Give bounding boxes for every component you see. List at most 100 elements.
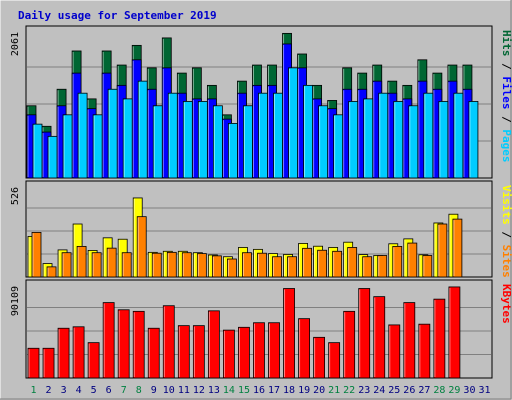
bar-pages-day-25 <box>393 101 404 179</box>
axis-labels-visits-sites: Visits / Sites <box>500 185 512 278</box>
day-tick-23: 23 <box>358 385 370 396</box>
bar-pages-day-15 <box>243 105 253 179</box>
bar-sites-day-9 <box>151 252 162 278</box>
bar-sites-day-27 <box>422 255 433 278</box>
bar-kbytes-day-5 <box>87 342 100 379</box>
day-tick-30: 30 <box>463 385 475 396</box>
bar-pages-day-21 <box>333 114 344 179</box>
bar-pages-day-14 <box>228 123 238 179</box>
bar-pages-day-19 <box>303 84 313 179</box>
day-tick-19: 19 <box>298 385 310 396</box>
bar-pages-day-6 <box>107 88 118 179</box>
bar-sites-day-11 <box>181 252 192 278</box>
bar-sites-day-10 <box>166 251 177 278</box>
bar-kbytes-day-25 <box>388 324 401 379</box>
day-tick-10: 10 <box>163 385 175 396</box>
bar-sites-day-28 <box>437 223 448 278</box>
bar-sites-day-17 <box>272 256 282 278</box>
bar-kbytes-day-27 <box>418 323 431 379</box>
bar-kbytes-day-12 <box>192 325 205 379</box>
bar-sites-day-2 <box>46 266 57 278</box>
bar-kbytes-day-15 <box>238 326 250 379</box>
bar-pages-day-29 <box>453 92 464 179</box>
bar-pages-day-17 <box>273 92 283 179</box>
bar-pages-day-8 <box>137 80 148 179</box>
day-tick-labels: 1 2 3 4 5 6 7 8 9 10 11 12 13 14 15 16 17 18 19 20 21 22 23 24 2… <box>31 385 491 396</box>
bar-pages-day-11 <box>182 101 193 179</box>
day-tick-13: 13 <box>208 385 220 396</box>
bar-sites-day-18 <box>287 256 297 278</box>
bar-sites-day-25 <box>392 245 403 278</box>
axis-label-part-hits-files-pages-2: Files <box>500 76 512 109</box>
day-tick-12: 12 <box>193 385 205 396</box>
bar-sites-day-3 <box>61 252 72 278</box>
bar-pages-day-1 <box>32 123 43 179</box>
day-tick-28: 28 <box>433 385 445 396</box>
bar-kbytes-day-17 <box>268 322 280 379</box>
bar-pages-day-26 <box>408 105 419 179</box>
chart-title: Daily usage for September 2019 <box>18 9 217 22</box>
bar-sites-day-6 <box>106 247 117 278</box>
bar-pages-day-7 <box>122 98 133 179</box>
bar-kbytes-day-29 <box>448 286 461 379</box>
day-tick-7: 7 <box>121 385 127 396</box>
bar-pages-day-30 <box>468 101 479 179</box>
bar-pages-day-27 <box>423 92 434 179</box>
bar-kbytes-day-20 <box>313 336 326 379</box>
bar-pages-day-24 <box>378 92 389 179</box>
bar-kbytes-day-8 <box>132 310 145 379</box>
day-tick-9: 9 <box>151 385 157 396</box>
bar-pages-day-20 <box>318 105 329 179</box>
panels-group: 2061 Hits / Files / Pages 526 Visits / Site… <box>10 25 512 379</box>
day-tick-18: 18 <box>283 385 295 396</box>
bar-kbytes-day-23 <box>358 288 371 379</box>
axis-labels-hits-files-pages: Hits / Files / Pages <box>500 30 512 163</box>
day-tick-24: 24 <box>373 385 385 396</box>
bar-kbytes-day-7 <box>117 309 130 379</box>
ymax-label-visits-sites: 526 <box>10 187 21 205</box>
day-tick-4: 4 <box>76 385 82 396</box>
bar-kbytes-day-16 <box>253 322 265 379</box>
bar-sites-day-12 <box>196 253 207 278</box>
bar-sites-day-4 <box>76 245 87 278</box>
day-tick-3: 3 <box>61 385 67 396</box>
day-tick-15: 15 <box>238 385 250 396</box>
bar-pages-day-22 <box>348 101 359 179</box>
bar-kbytes-day-19 <box>298 318 310 379</box>
bar-kbytes-day-2 <box>42 347 55 379</box>
bar-sites-day-26 <box>407 242 418 278</box>
bar-kbytes-day-4 <box>72 326 85 379</box>
bar-pages-day-23 <box>363 98 374 179</box>
day-tick-16: 16 <box>253 385 265 396</box>
ymax-label-kbytes: 90109 <box>10 286 21 316</box>
axis-label-part-visits-sites-2: Sites <box>500 245 512 278</box>
bar-sites-day-14 <box>227 258 237 278</box>
bar-kbytes-day-14 <box>223 329 235 379</box>
bar-sites-day-29 <box>452 218 463 278</box>
day-tick-6: 6 <box>106 385 112 396</box>
bar-sites-day-24 <box>377 255 388 278</box>
bar-kbytes-day-6 <box>102 302 115 379</box>
bar-kbytes-day-9 <box>147 327 160 379</box>
day-tick-1: 1 <box>31 385 37 396</box>
bar-kbytes-day-13 <box>207 310 220 379</box>
bar-kbytes-day-11 <box>177 325 190 379</box>
bar-pages-day-2 <box>47 135 58 179</box>
bar-sites-day-8 <box>136 216 147 278</box>
bar-sites-day-21 <box>332 250 343 278</box>
day-tick-5: 5 <box>91 385 97 396</box>
bar-sites-day-7 <box>121 252 132 278</box>
bar-sites-day-23 <box>362 256 373 278</box>
bar-kbytes-day-22 <box>343 310 356 379</box>
bar-pages-day-16 <box>258 92 268 179</box>
day-tick-14: 14 <box>223 385 235 396</box>
bar-kbytes-day-10 <box>162 305 175 379</box>
bar-sites-day-16 <box>257 252 267 278</box>
axis-label-part-visits-sites-1: / <box>500 225 512 245</box>
day-tick-27: 27 <box>418 385 430 396</box>
bar-pages-day-28 <box>438 101 449 179</box>
axis-label-part-hits-files-pages-0: Hits <box>500 30 512 57</box>
bar-sites-day-5 <box>91 252 102 278</box>
axis-label-part-hits-files-pages-1: / <box>500 57 512 77</box>
